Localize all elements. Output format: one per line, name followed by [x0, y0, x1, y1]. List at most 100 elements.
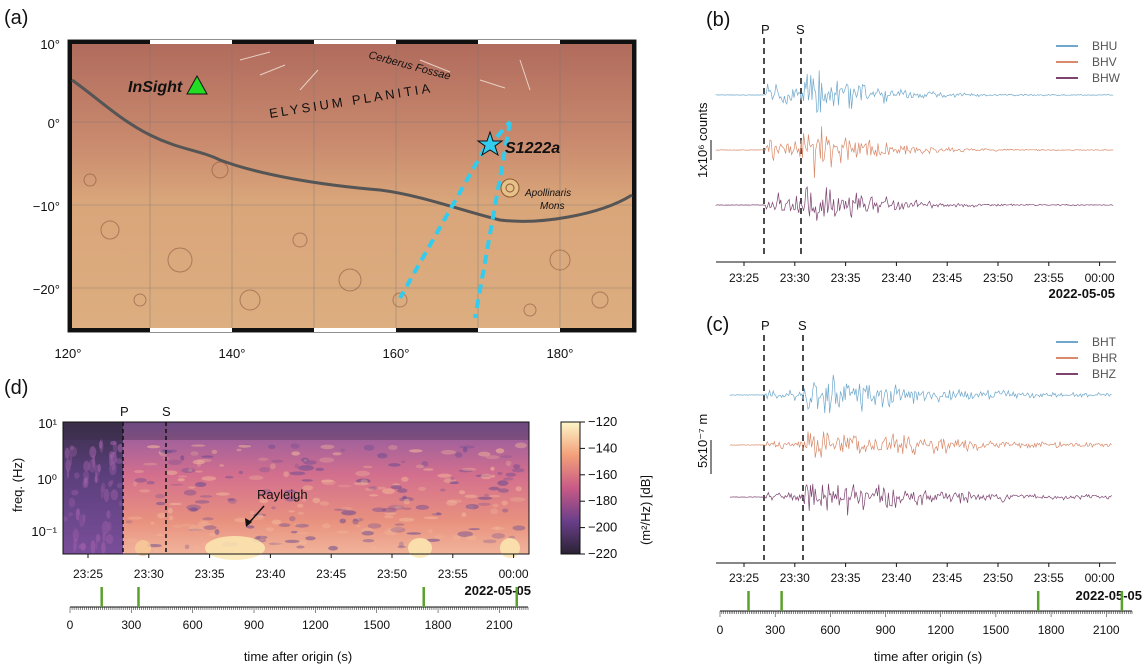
colorbar-tick: −220 [588, 546, 617, 561]
ytick-d: 10⁰ [37, 472, 57, 487]
seconds-tick: 1500 [983, 623, 1010, 637]
seconds-tick: 300 [121, 618, 141, 632]
time-tick: 23:40 [881, 271, 911, 285]
time-tick: 23:35 [831, 271, 861, 285]
lon-tick: 180° [547, 346, 574, 361]
colorbar-tick: −200 [588, 520, 617, 535]
seconds-tick: 0 [67, 618, 74, 632]
seconds-tick: 2100 [1093, 623, 1120, 637]
time-tick: 23:50 [377, 567, 407, 581]
lon-tick: 120° [55, 346, 82, 361]
insight-marker-icon [186, 74, 208, 95]
event-star-icon [476, 130, 504, 157]
map: InSight S1222a Cerberus Fossae ELYSIUM P… [33, 37, 637, 361]
apollinaris-label-2: Mons [540, 201, 564, 212]
lon-tick: 160° [383, 346, 410, 361]
lon-tick: 140° [219, 346, 246, 361]
seconds-tick: 300 [765, 623, 785, 637]
seismogram-panel-b: P S 1x10⁶ counts BHU BHV BHW 23:25 23:30 23:… [695, 22, 1121, 301]
insight-label: InSight [128, 79, 183, 96]
p-label: P [761, 22, 770, 37]
time-tick: 23:30 [134, 567, 164, 581]
legend-label: BHU [1092, 39, 1117, 53]
s-label: S [162, 404, 171, 419]
date-label-d: 2022-05-05 [465, 583, 532, 598]
trace-bhu [715, 70, 1114, 114]
xlabel-d: time after origin (s) [244, 649, 352, 664]
seismogram-panel-c: P S 5x10⁻⁷ m BHT BHR BHZ 23:25 23:30 23:35 23… [695, 318, 1142, 664]
trace-bht [729, 374, 1112, 414]
date-label-c: 2022-05-05 [1076, 588, 1143, 603]
rayleigh-label: Rayleigh [257, 487, 308, 502]
time-tick: 23:55 [1034, 571, 1064, 585]
p-label: P [761, 318, 770, 333]
time-tick: 23:45 [932, 571, 962, 585]
trace-bhv [715, 126, 1114, 178]
lat-tick: 0° [48, 116, 60, 131]
colorbar-tick: −120 [588, 414, 617, 429]
colorbar-tick: −140 [588, 440, 617, 455]
seconds-tick: 1800 [425, 618, 452, 632]
colorbar-label: (m²/Hz) [dB] [638, 475, 653, 545]
colorbar-tick: −180 [588, 493, 617, 508]
time-tick: 00:00 [1085, 271, 1115, 285]
trace-bhz [729, 483, 1112, 516]
scale-label-b: 1x10⁶ counts [695, 102, 710, 178]
lat-tick: −10° [33, 199, 60, 214]
time-tick: 23:25 [729, 571, 759, 585]
time-tick: 23:30 [780, 571, 810, 585]
time-tick: 23:45 [316, 567, 346, 581]
time-tick: 23:35 [195, 567, 225, 581]
seconds-tick: 1200 [927, 623, 954, 637]
panel-label-c: (c) [706, 314, 729, 336]
legend-label: BHZ [1092, 367, 1116, 381]
apollinaris-label: Apollinaris [524, 188, 571, 199]
p-label: P [120, 404, 129, 419]
time-tick: 23:50 [983, 271, 1013, 285]
lat-tick: −20° [33, 282, 60, 297]
time-tick: 23:45 [932, 271, 962, 285]
time-tick: 23:40 [255, 567, 285, 581]
seconds-tick: 0 [717, 623, 724, 637]
ylabel-d: freq. (Hz) [10, 458, 25, 512]
seconds-tick: 600 [183, 618, 203, 632]
time-tick: 00:00 [499, 567, 529, 581]
legend-label: BHR [1092, 351, 1118, 365]
event-label: S1222a [505, 140, 560, 157]
time-tick: 23:35 [831, 571, 861, 585]
trace-bhr [729, 431, 1112, 458]
date-label-b: 2022-05-05 [1049, 286, 1116, 301]
colorbar-tick: −160 [588, 467, 617, 482]
seconds-tick: 1800 [1038, 623, 1065, 637]
trace-bhw [715, 186, 1114, 221]
lat-tick: 10° [40, 37, 60, 52]
time-tick: 23:50 [983, 571, 1013, 585]
seconds-tick: 2100 [486, 618, 513, 632]
scale-label-c: 5x10⁻⁷ m [695, 414, 710, 468]
legend-label: BHT [1092, 335, 1117, 349]
panel-label-d: (d) [4, 377, 28, 399]
seconds-tick: 600 [820, 623, 840, 637]
seconds-tick: 1200 [302, 618, 329, 632]
spectrogram: P S Rayleigh freq. (Hz) 10¹ 10⁰ 10⁻¹ 23:… [10, 404, 531, 664]
seconds-tick: 1500 [363, 618, 390, 632]
colorbar: −120 −140 −160 −180 −200 −220 (m²/Hz) [dB] [560, 414, 653, 561]
time-tick: 23:30 [780, 271, 810, 285]
panel-label-b: (b) [706, 9, 730, 31]
time-tick: 23:25 [73, 567, 103, 581]
seconds-tick: 900 [244, 618, 264, 632]
s-label: S [796, 22, 805, 37]
time-tick: 23:55 [438, 567, 468, 581]
legend-label: BHV [1092, 55, 1117, 69]
legend-label: BHW [1092, 71, 1121, 85]
time-tick: 23:25 [729, 271, 759, 285]
time-tick: 23:55 [1034, 271, 1064, 285]
ytick-d: 10¹ [38, 416, 57, 431]
seconds-tick: 900 [876, 623, 896, 637]
time-tick: 00:00 [1085, 571, 1115, 585]
ytick-d: 10⁻¹ [31, 524, 57, 539]
xlabel-c: time after origin (s) [874, 649, 982, 664]
time-tick: 23:40 [881, 571, 911, 585]
panel-label-a: (a) [4, 7, 28, 29]
